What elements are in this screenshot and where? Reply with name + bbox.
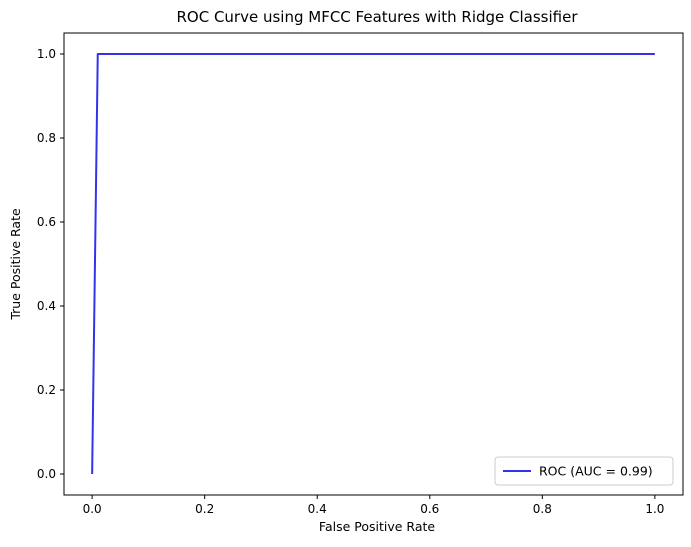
y-tick-label: 0.2 — [37, 383, 56, 397]
y-tick-label: 0.4 — [37, 299, 56, 313]
y-tick-label: 0.0 — [37, 467, 56, 481]
x-axis-label: False Positive Rate — [319, 519, 435, 534]
x-tick-label: 1.0 — [645, 502, 664, 516]
chart-title: ROC Curve using MFCC Features with Ridge… — [176, 8, 578, 26]
x-tick-label: 0.2 — [195, 502, 214, 516]
roc-curve-line — [91, 53, 655, 475]
x-tick-label: 0.8 — [533, 502, 552, 516]
y-tick-label: 0.6 — [37, 215, 56, 229]
plot-frame — [63, 32, 684, 496]
x-tick-label: 0.0 — [83, 502, 102, 516]
x-tick-label: 0.4 — [308, 502, 327, 516]
plot-area: 0.0 0.2 0.4 0.6 0.8 1.0 0.0 0.2 0.4 0.6 0.8 1.0 — [37, 32, 684, 516]
y-axis-label: True Positive Rate — [8, 208, 23, 321]
y-tick-label: 1.0 — [37, 47, 56, 61]
legend: ROC (AUC = 0.99) — [494, 456, 674, 486]
legend-box — [494, 456, 674, 486]
y-tick-label: 0.8 — [37, 131, 56, 145]
x-tick-label: 0.6 — [420, 502, 439, 516]
legend-label: ROC (AUC = 0.99) — [539, 464, 653, 479]
